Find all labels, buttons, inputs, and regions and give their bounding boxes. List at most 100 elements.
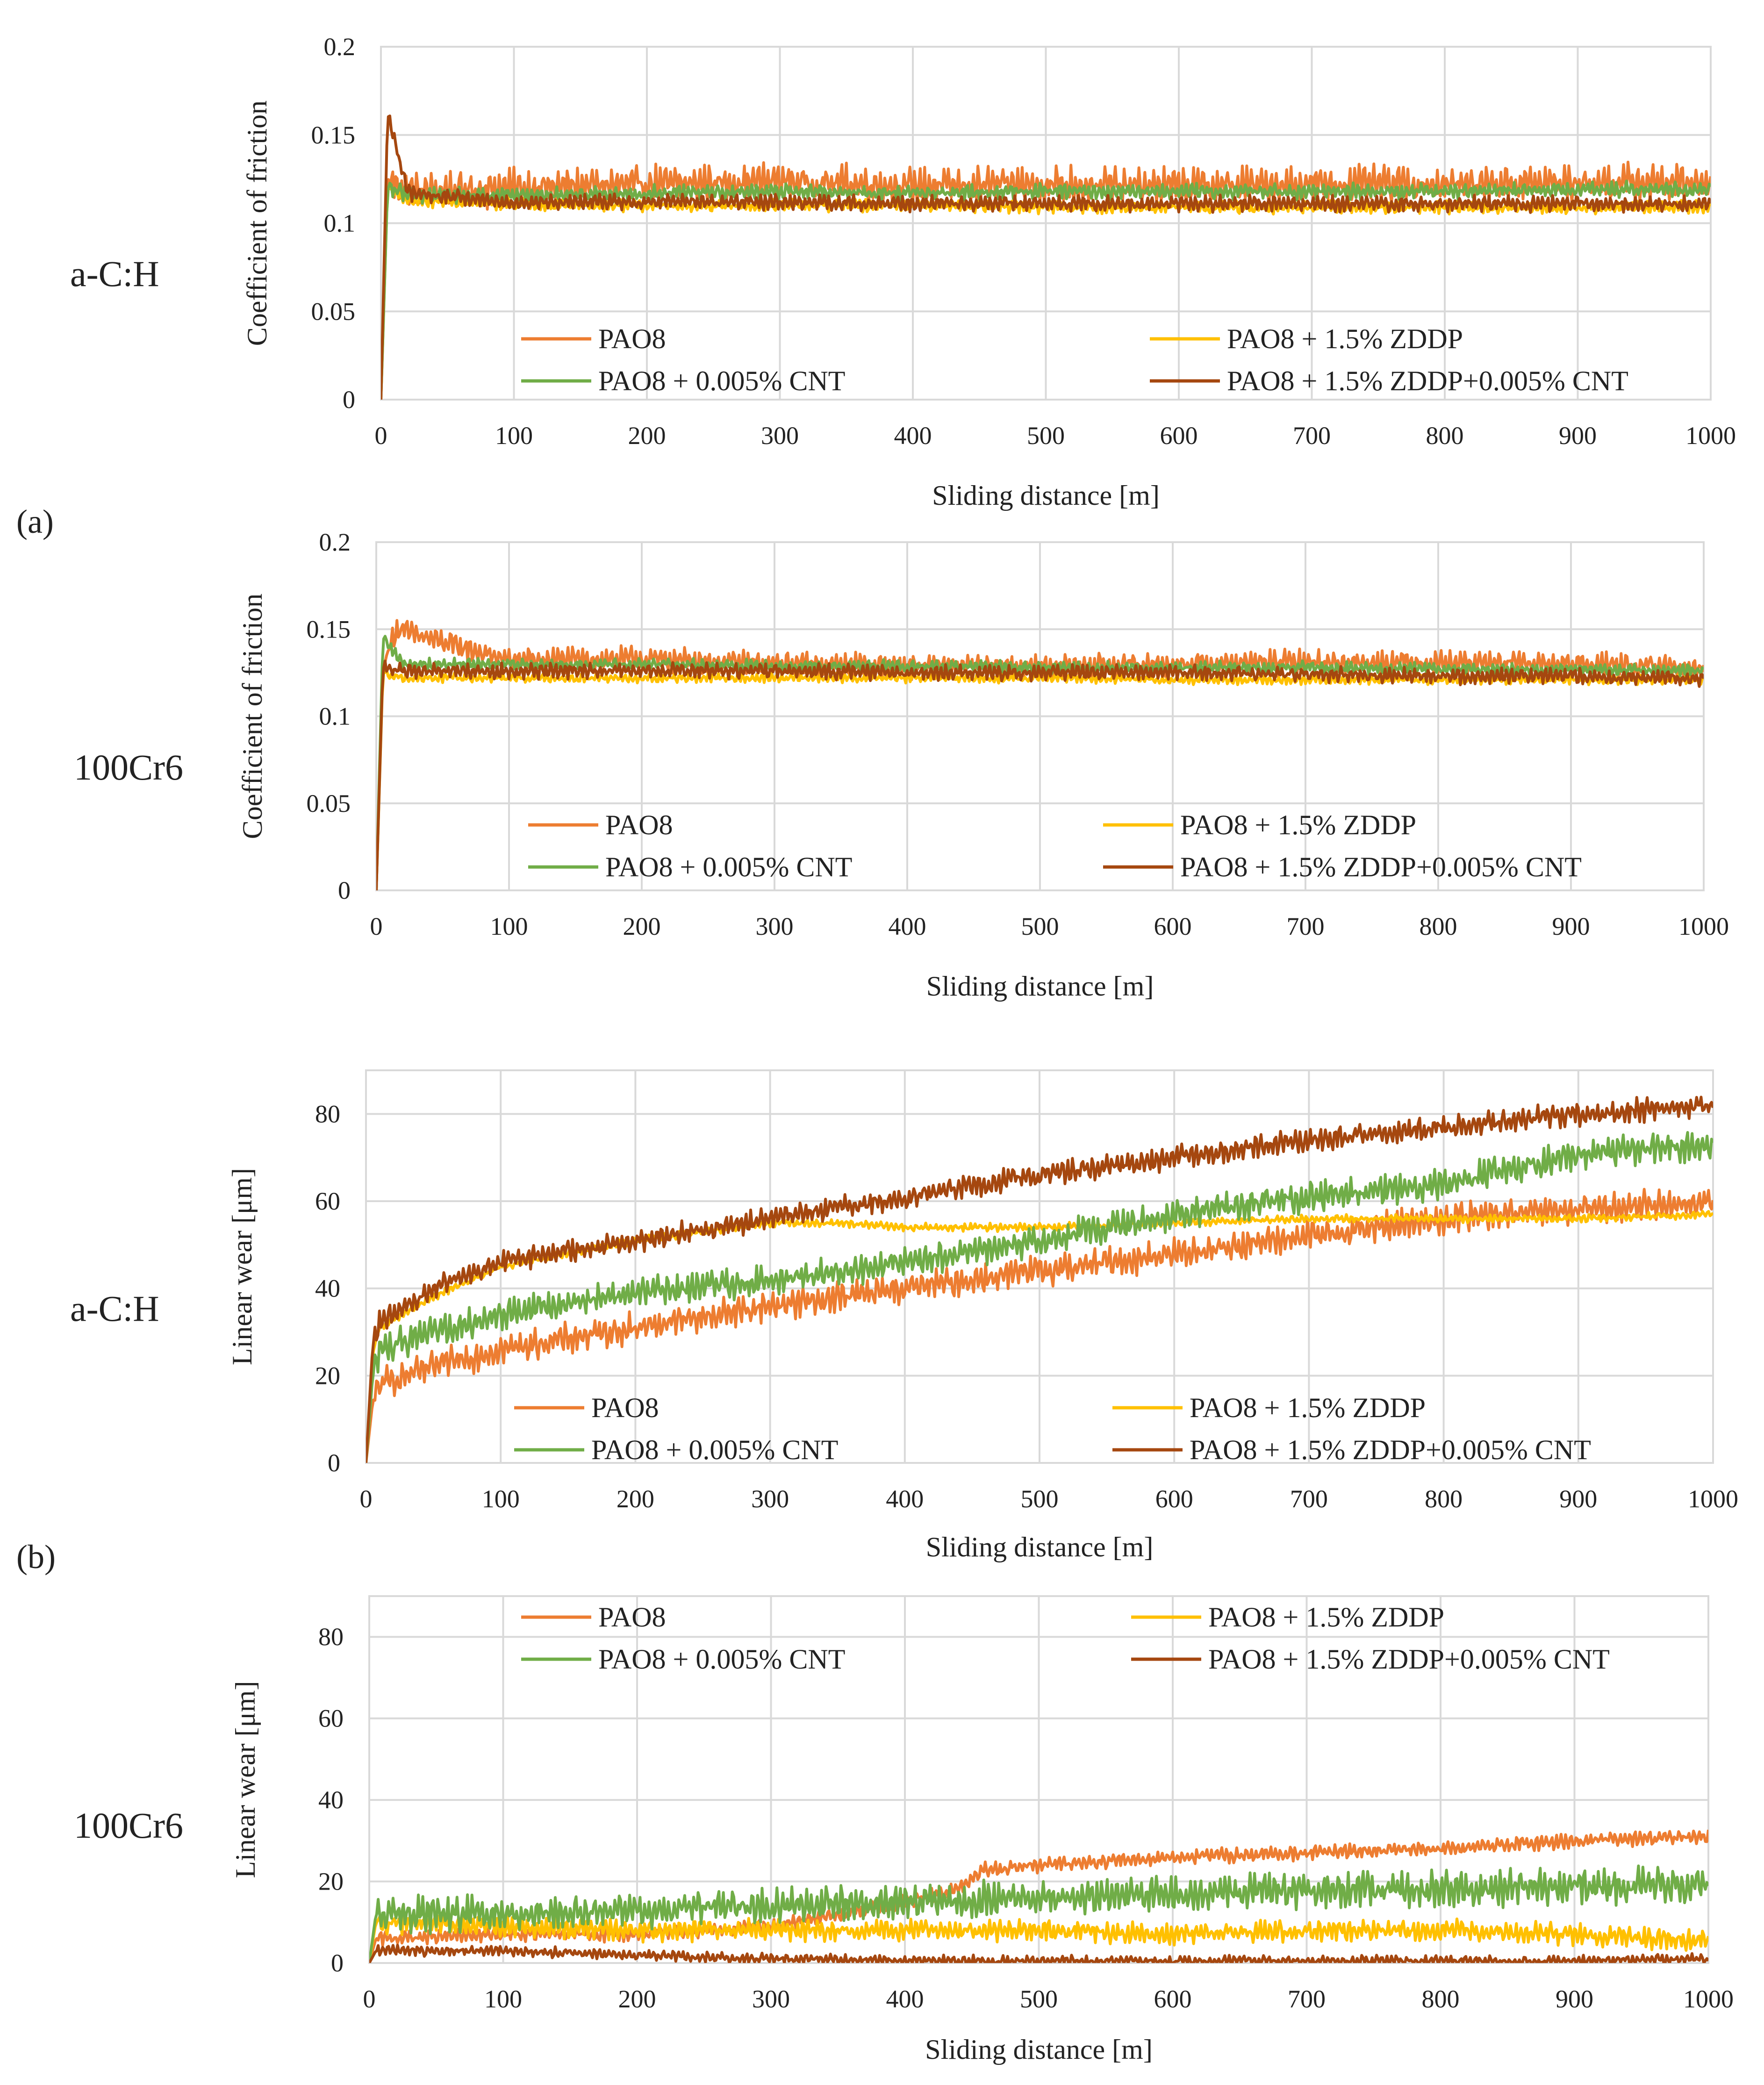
legend-label: PAO8 + 0.005% CNT <box>598 365 845 396</box>
y-tick-label: 0 <box>343 386 355 414</box>
series-line-pao8 <box>366 1188 1713 1463</box>
x-tick-label: 900 <box>1552 912 1590 940</box>
x-tick-label: 300 <box>756 912 794 940</box>
x-tick-label: 900 <box>1556 1985 1593 2013</box>
y-tick-label: 0.15 <box>311 121 356 149</box>
x-tick-label: 800 <box>1425 1485 1463 1513</box>
y-tick-label: 0.05 <box>311 297 356 325</box>
series-line-pao8-0-005-cnt <box>381 179 1711 400</box>
series-line-pao8-1-5-zddp <box>369 1912 1708 1963</box>
y-tick-label: 0.2 <box>324 33 356 61</box>
x-tick-label: 200 <box>618 1985 656 2013</box>
x-tick-label: 700 <box>1288 1985 1326 2013</box>
legend-label: PAO8 + 1.5% ZDDP+0.005% CNT <box>1180 852 1582 882</box>
chart-wear-100Cr6: 0 100 200 300 400 500 600 700 800 900 1000 0 20 40 60 8… <box>230 1595 1734 2065</box>
x-tick-label: 0 <box>375 422 387 450</box>
series-group <box>366 1096 1713 1463</box>
x-tick-label: 200 <box>623 912 661 940</box>
x-tick-label: 0 <box>370 912 383 940</box>
y-axis-title: Coefficient of friction <box>242 100 272 346</box>
side-label-100Cr6-friction: 100Cr6 <box>74 747 183 788</box>
x-tick-label: 700 <box>1290 1485 1328 1513</box>
x-axis-title: Sliding distance [m] <box>932 480 1160 511</box>
legend-label: PAO8 + 1.5% ZDDP <box>1208 1602 1444 1633</box>
side-label-acH-wear: a-C:H <box>70 1288 159 1329</box>
x-tick-label: 500 <box>1027 422 1065 450</box>
x-tick-label: 0 <box>360 1485 373 1513</box>
y-tick-label: 60 <box>318 1705 344 1733</box>
series-line-pao8-1-5-zddp-0-005-cnt <box>366 1096 1713 1463</box>
legend-label: PAO8 + 1.5% ZDDP <box>1180 810 1416 840</box>
side-label-acH-friction: a-C:H <box>70 253 159 294</box>
x-tick-label: 800 <box>1426 422 1464 450</box>
x-tick-label: 1000 <box>1685 422 1736 450</box>
series-line-pao8-1-5-zddp-0-005-cnt <box>369 1943 1708 1963</box>
x-tick-label: 600 <box>1154 1985 1192 2013</box>
legend-label: PAO8 <box>598 1602 666 1633</box>
legend-label: PAO8 + 1.5% ZDDP <box>1227 323 1463 354</box>
legend-label: PAO8 <box>591 1392 659 1423</box>
x-tick-label: 900 <box>1559 1485 1597 1513</box>
x-tick-label: 300 <box>751 1485 789 1513</box>
x-tick-label: 700 <box>1287 912 1325 940</box>
chart-wear-acH: 0 100 200 300 400 500 600 700 800 900 1000 0 20 40 60 8… <box>227 1069 1738 1562</box>
series-line-pao8-0-005-cnt <box>366 1131 1713 1463</box>
legend-label: PAO8 + 1.5% ZDDP+0.005% CNT <box>1190 1434 1591 1465</box>
x-tick-label: 200 <box>617 1485 654 1513</box>
x-tick-label: 500 <box>1021 1485 1059 1513</box>
x-axis-title: Sliding distance [m] <box>926 971 1154 1002</box>
y-tick-label: 0 <box>328 1449 340 1477</box>
chart-friction-100Cr6: 0 100 200 300 400 500 600 700 800 900 1000 0 0.05 0.1… <box>237 528 1729 1002</box>
legend-label: PAO8 + 0.005% CNT <box>591 1434 838 1465</box>
x-tick-label: 700 <box>1293 422 1331 450</box>
y-tick-label: 20 <box>318 1868 344 1896</box>
x-tick-label: 0 <box>363 1985 376 2013</box>
legend-label: PAO8 <box>605 810 673 840</box>
x-tick-label: 600 <box>1154 912 1192 940</box>
legend-label: PAO8 + 1.5% ZDDP+0.005% CNT <box>1208 1644 1610 1675</box>
x-tick-label: 200 <box>628 422 666 450</box>
x-tick-label: 400 <box>886 1485 924 1513</box>
y-tick-label: 0.05 <box>307 789 351 817</box>
legend-label: PAO8 + 0.005% CNT <box>605 852 852 882</box>
x-tick-label: 1000 <box>1678 912 1729 940</box>
x-tick-label: 1000 <box>1688 1485 1738 1513</box>
y-tick-label: 80 <box>318 1623 344 1651</box>
legend-label: PAO8 + 1.5% ZDDP <box>1190 1392 1426 1423</box>
x-tick-label: 900 <box>1559 422 1597 450</box>
y-axis-title: Linear wear [μm] <box>227 1168 258 1365</box>
x-tick-label: 300 <box>761 422 799 450</box>
y-axis-title: Coefficient of friction <box>237 594 268 839</box>
legend-label: PAO8 <box>598 323 666 354</box>
y-tick-label: 40 <box>318 1786 344 1814</box>
side-label-100Cr6-wear: 100Cr6 <box>74 1805 183 1846</box>
legend-label: PAO8 + 1.5% ZDDP+0.005% CNT <box>1227 365 1628 396</box>
x-tick-label: 600 <box>1155 1485 1193 1513</box>
x-tick-label: 400 <box>889 912 926 940</box>
x-tick-label: 600 <box>1160 422 1198 450</box>
y-tick-label: 0.15 <box>307 615 351 643</box>
series-line-pao8-0-005-cnt <box>376 635 1704 890</box>
x-tick-label: 800 <box>1420 912 1457 940</box>
series-line-pao8-1-5-zddp-0-005-cnt <box>381 115 1711 400</box>
x-tick-label: 400 <box>894 422 932 450</box>
x-tick-label: 500 <box>1020 1985 1058 2013</box>
x-axis-title: Sliding distance [m] <box>926 1532 1154 1562</box>
x-tick-label: 500 <box>1021 912 1059 940</box>
panel-label-a: (a) <box>16 503 54 540</box>
x-axis-title: Sliding distance [m] <box>925 2034 1153 2065</box>
x-tick-label: 100 <box>484 1985 522 2013</box>
x-tick-label: 100 <box>482 1485 520 1513</box>
x-tick-label: 400 <box>886 1985 924 2013</box>
series-group <box>381 115 1711 400</box>
x-tick-label: 100 <box>495 422 533 450</box>
legend-label: PAO8 + 0.005% CNT <box>598 1644 845 1675</box>
x-tick-label: 300 <box>752 1985 790 2013</box>
series-line-pao8-0-005-cnt <box>369 1864 1708 1963</box>
y-tick-label: 60 <box>315 1187 340 1215</box>
x-tick-label: 100 <box>490 912 528 940</box>
x-tick-label: 1000 <box>1683 1985 1734 2013</box>
chart-friction-acH: 0 100 200 300 400 500 600 700 800 900 1000 0 0.05 0.1… <box>242 33 1736 511</box>
